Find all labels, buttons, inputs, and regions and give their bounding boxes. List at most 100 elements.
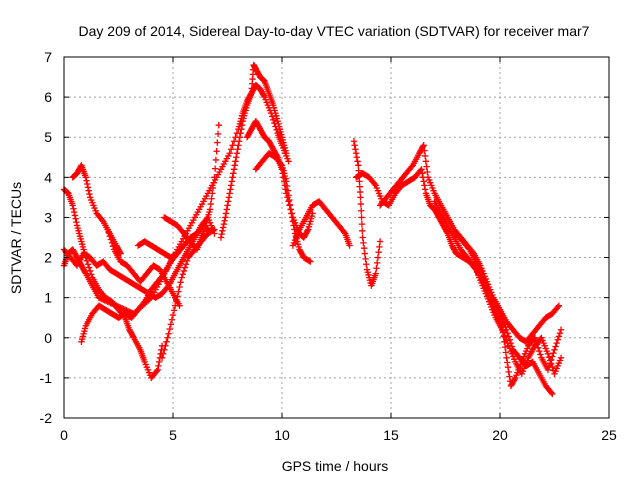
- data-point: [238, 126, 245, 133]
- data-point: [503, 326, 510, 333]
- x-tick-label: 25: [601, 427, 617, 443]
- data-point: [544, 350, 552, 358]
- data-point: [171, 302, 179, 309]
- y-tick-label: 5: [44, 129, 52, 145]
- data-point: [232, 158, 239, 165]
- data-point: [354, 158, 361, 165]
- data-point: [237, 130, 244, 137]
- data-point: [209, 190, 216, 197]
- data-point: [421, 182, 428, 189]
- data-point: [356, 188, 364, 196]
- data-point: [212, 156, 220, 164]
- data-point: [357, 200, 365, 208]
- data-point: [505, 368, 512, 376]
- data-point: [372, 270, 379, 277]
- data-point: [268, 113, 276, 120]
- data-point: [491, 307, 498, 314]
- data-point: [356, 178, 363, 185]
- data-point: [175, 288, 182, 295]
- data-point: [286, 196, 293, 204]
- data-point: [534, 344, 542, 352]
- data-point: [163, 338, 170, 345]
- data-point: [211, 165, 219, 172]
- data-point: [100, 296, 107, 303]
- data-point: [419, 170, 426, 177]
- data-point: [229, 142, 236, 149]
- data-point: [223, 206, 230, 213]
- data-point: [508, 343, 516, 350]
- data-point: [104, 226, 111, 233]
- series-arc-p: [376, 142, 563, 345]
- data-point: [95, 294, 103, 301]
- data-point: [373, 265, 380, 272]
- data-point: [465, 244, 472, 252]
- data-point: [117, 304, 124, 311]
- data-point: [221, 217, 228, 224]
- data-point: [154, 366, 161, 374]
- data-point: [304, 227, 311, 235]
- data-point: [489, 300, 496, 307]
- data-point: [551, 346, 558, 354]
- data-point: [424, 168, 431, 176]
- data-point: [353, 154, 361, 161]
- data-point: [408, 163, 415, 170]
- data-point: [108, 300, 116, 307]
- data-point: [166, 325, 173, 333]
- data-point: [224, 202, 231, 209]
- data-point: [210, 179, 217, 186]
- data-point: [208, 195, 215, 202]
- data-point: [504, 363, 512, 371]
- series-arc-r: [453, 230, 565, 390]
- data-point: [209, 184, 217, 192]
- data-point: [350, 138, 358, 145]
- data-point: [502, 349, 510, 356]
- data-point: [235, 138, 243, 145]
- data-point: [259, 76, 267, 83]
- data-point: [546, 359, 554, 367]
- data-point: [359, 227, 366, 235]
- data-point: [273, 126, 280, 134]
- data-point: [177, 279, 184, 286]
- data-point: [116, 249, 124, 256]
- data-point: [170, 307, 178, 314]
- data-point: [110, 301, 117, 308]
- data-point: [362, 255, 369, 263]
- series-arc-d: [69, 162, 124, 257]
- data-point: [182, 261, 190, 268]
- x-tick-label: 5: [169, 427, 177, 443]
- data-point: [162, 342, 169, 349]
- data-point: [286, 201, 294, 208]
- data-point: [105, 299, 113, 306]
- data-point: [501, 343, 509, 351]
- series-arc-j: [217, 61, 290, 241]
- data-point: [358, 207, 365, 214]
- data-point: [346, 242, 353, 249]
- data-point: [214, 139, 221, 146]
- data-point: [290, 222, 297, 229]
- data-point: [63, 188, 71, 196]
- data-point: [288, 214, 296, 221]
- series-arc-c: [60, 214, 218, 301]
- data-point: [498, 322, 506, 329]
- data-point: [174, 293, 181, 300]
- data-point: [210, 226, 217, 234]
- axes: 0 5 10 15 20 25 -2 -1 0 1 2 3 4 5 6 7: [40, 49, 617, 443]
- data-point: [180, 267, 188, 275]
- data-point: [360, 239, 367, 247]
- data-point: [285, 198, 292, 205]
- data-point: [101, 297, 108, 304]
- data-point: [555, 302, 563, 309]
- data-point: [113, 302, 120, 309]
- data-point: [552, 343, 559, 350]
- data-point: [359, 234, 366, 241]
- data-point: [285, 158, 292, 165]
- data-point: [231, 162, 238, 169]
- data-point: [549, 363, 556, 371]
- data-point: [84, 261, 92, 268]
- data-point: [504, 359, 511, 366]
- data-point: [211, 226, 218, 233]
- data-point: [285, 192, 292, 199]
- data-point: [215, 121, 222, 129]
- series-arc-m: [289, 198, 353, 249]
